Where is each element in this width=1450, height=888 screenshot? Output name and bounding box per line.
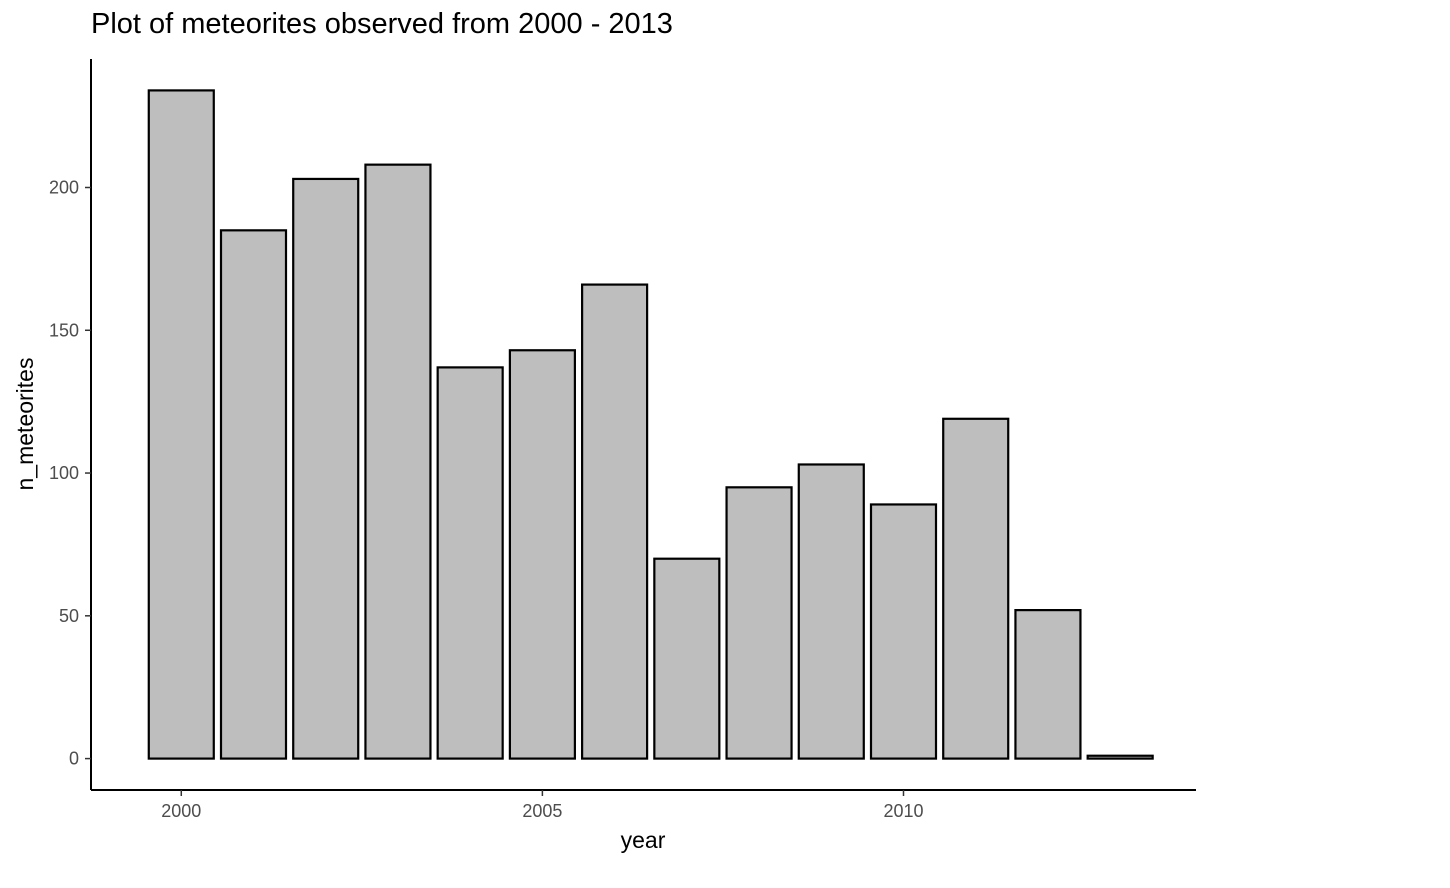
bar-2009: [797, 463, 865, 760]
bar-2013: [1086, 754, 1154, 760]
bar-2012: [1014, 609, 1082, 760]
x-tick-label: 2000: [161, 801, 201, 821]
y-tick-label: 150: [49, 320, 79, 340]
x-axis-title: year: [621, 827, 666, 853]
y-tick-label: 50: [59, 606, 79, 626]
bar-2002: [292, 177, 360, 760]
y-tick-label: 100: [49, 463, 79, 483]
bar-2007: [653, 557, 721, 760]
x-tick-label: 2005: [522, 801, 562, 821]
y-axis-ticks: 0 50 100 150 200: [49, 177, 91, 769]
x-axis-ticks: 2000 2005 2010: [161, 790, 924, 821]
bars-group: [147, 89, 1154, 760]
x-tick-label: 2010: [883, 801, 923, 821]
y-tick-label: 200: [49, 177, 79, 197]
bar-2010: [869, 503, 938, 760]
bar-2008: [725, 486, 793, 760]
chart-title: Plot of meteorites observed from 2000 - …: [91, 8, 673, 40]
y-tick-label: 0: [69, 749, 79, 769]
bar-2000: [147, 89, 215, 760]
bar-2005: [508, 349, 576, 760]
bar-2003: [364, 163, 432, 760]
bar-2011: [942, 417, 1010, 760]
bar-2004: [436, 366, 504, 760]
bar-2001: [219, 229, 288, 760]
bar-2006: [581, 283, 649, 760]
y-axis-title: n_meteorites: [12, 358, 38, 491]
